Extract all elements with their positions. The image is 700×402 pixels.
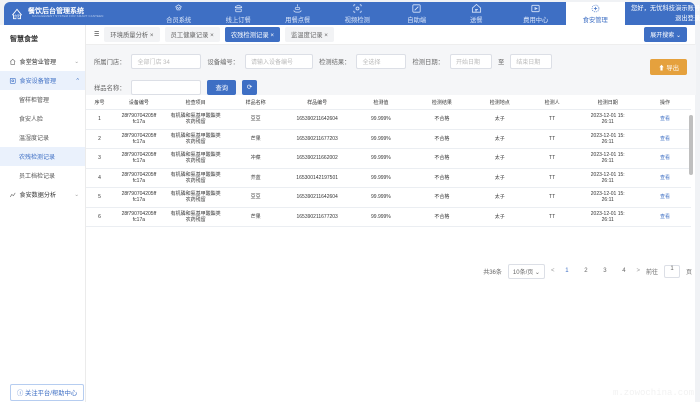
svg-text:食安: 食安	[14, 13, 20, 18]
